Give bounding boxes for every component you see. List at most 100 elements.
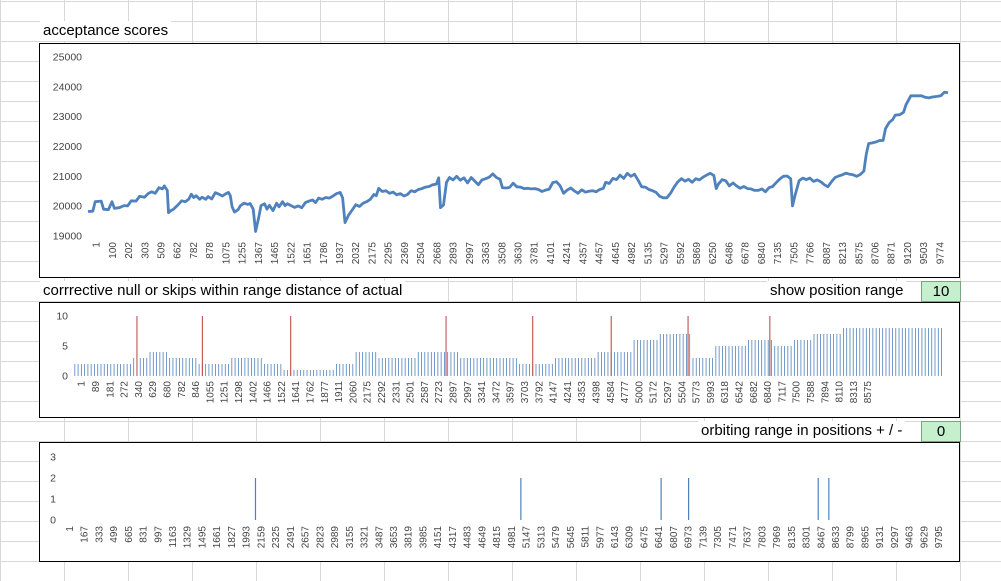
acceptance-line-chart: 19000 20000 21000 22000 23000 24000 25000 1 100 2… bbox=[53, 52, 949, 265]
x-tick-label: 8633 bbox=[831, 526, 842, 549]
x-tick-label: 5297 bbox=[660, 242, 671, 265]
x-tick-label: 8110 bbox=[835, 381, 846, 403]
acceptance-chart[interactable]: 19000 20000 21000 22000 23000 24000 25000 1 100 2… bbox=[39, 43, 960, 278]
x-tick-label: 1993 bbox=[242, 526, 253, 549]
acceptance-series-line bbox=[87, 90, 949, 233]
x-tick-label: 9774 bbox=[935, 242, 946, 265]
x-tick-label: 272 bbox=[120, 381, 131, 398]
x-tick-label: 1877 bbox=[320, 381, 331, 404]
x-tick-label: 1255 bbox=[238, 242, 249, 265]
x-tick-label: 6807 bbox=[669, 526, 680, 549]
x-tick-label: 878 bbox=[205, 242, 216, 259]
x-tick-label: 4151 bbox=[433, 526, 444, 549]
x-tick-label: 5297 bbox=[663, 381, 674, 404]
y-tick-label: 20000 bbox=[53, 201, 82, 213]
x-tick-label: 629 bbox=[148, 381, 159, 398]
x-tick-label: 8706 bbox=[870, 242, 881, 265]
x-tick-label: 8871 bbox=[887, 242, 898, 265]
x-tick-label: 9131 bbox=[875, 526, 886, 549]
x-tick-label: 7117 bbox=[777, 381, 788, 403]
x-tick-label: 4241 bbox=[562, 242, 573, 265]
x-tick-label: 1937 bbox=[335, 242, 346, 265]
x-tick-label: 782 bbox=[189, 242, 200, 259]
x-tick-label: 89 bbox=[91, 381, 102, 393]
x-tick-label: 8313 bbox=[849, 381, 860, 404]
y-tick-label: 19000 bbox=[53, 231, 82, 243]
x-tick-label: 3341 bbox=[477, 381, 488, 404]
orbiting-chart[interactable]: 0 1 2 3 1 167 333 499 665 831 997 1163 1329 1495 1661 1… bbox=[39, 442, 960, 562]
x-tick-label: 4649 bbox=[477, 526, 488, 549]
x-tick-label: 5977 bbox=[595, 526, 606, 549]
x-tick-label: 4353 bbox=[577, 381, 588, 404]
corrective-chart[interactable]: 0 5 10 1 89 181 272 340 629 680 782 846 1055 1251 1298… bbox=[39, 302, 960, 418]
x-tick-label: 7803 bbox=[757, 526, 768, 549]
x-tick-label: 4645 bbox=[611, 242, 622, 265]
x-tick-label: 7969 bbox=[772, 526, 783, 549]
x-tick-label: 7135 bbox=[773, 242, 784, 265]
x-tick-label: 6641 bbox=[654, 526, 665, 549]
x-tick-label: 3508 bbox=[497, 242, 508, 265]
x-tick-label: 8467 bbox=[816, 526, 827, 549]
x-tick-label: 3792 bbox=[534, 381, 545, 404]
x-tick-label: 5773 bbox=[692, 381, 703, 404]
x-tick-label: 4398 bbox=[591, 381, 602, 404]
x-tick-label: 782 bbox=[177, 381, 188, 398]
x-tick-label: 8799 bbox=[846, 526, 857, 549]
y-tick-label: 21000 bbox=[53, 171, 82, 183]
x-tick-label: 1465 bbox=[270, 242, 281, 265]
orbiting-range-label: orbiting range in positions + / - bbox=[698, 421, 906, 441]
x-tick-label: 2997 bbox=[465, 242, 476, 265]
x-tick-label: 8575 bbox=[854, 242, 865, 265]
x-tick-label: 3630 bbox=[514, 242, 525, 265]
orbiting-range-input[interactable]: 0 bbox=[921, 421, 961, 442]
y-tick-label: 3 bbox=[50, 452, 56, 464]
x-tick-label: 4147 bbox=[549, 381, 560, 404]
x-tick-label: 3363 bbox=[481, 242, 492, 265]
x-tick-label: 6309 bbox=[625, 526, 636, 549]
x-tick-label: 3653 bbox=[389, 526, 400, 549]
x-tick-label: 831 bbox=[139, 526, 150, 543]
x-tick-label: 2325 bbox=[271, 526, 282, 549]
corrective-title: corrrective null or skips within range d… bbox=[40, 281, 406, 301]
x-tick-label: 1075 bbox=[221, 242, 232, 265]
x-tick-label: 3781 bbox=[530, 242, 541, 265]
show-position-range-input[interactable]: 10 bbox=[921, 281, 961, 302]
x-tick-label: 1661 bbox=[212, 526, 223, 549]
x-tick-label: 2723 bbox=[434, 381, 445, 404]
x-tick-label: 1762 bbox=[305, 381, 316, 404]
x-tick-label: 7637 bbox=[743, 526, 754, 549]
x-tick-label: 1 bbox=[77, 381, 88, 387]
y-tick-label: 24000 bbox=[53, 81, 82, 93]
x-tick-label: 3703 bbox=[520, 381, 531, 404]
show-position-range-label: show position range bbox=[767, 281, 907, 301]
x-tick-label: 181 bbox=[105, 381, 116, 398]
x-tick-label: 6143 bbox=[610, 526, 621, 549]
x-tick-label: 846 bbox=[191, 381, 202, 398]
x-tick-label: 8135 bbox=[787, 526, 798, 549]
x-tick-label: 1522 bbox=[277, 381, 288, 404]
x-tick-label: 4457 bbox=[595, 242, 606, 265]
x-tick-label: 9297 bbox=[890, 526, 901, 549]
x-tick-label: 333 bbox=[94, 526, 105, 543]
x-tick-label: 4101 bbox=[546, 242, 557, 265]
corrective-bar-chart: 0 5 10 1 89 181 272 340 629 680 782 846 1055 1251 1298… bbox=[56, 311, 942, 404]
x-tick-label: 5993 bbox=[706, 381, 717, 404]
x-tick-label: 8965 bbox=[860, 526, 871, 549]
x-tick-label: 4982 bbox=[627, 242, 638, 265]
x-tick-label: 3985 bbox=[418, 526, 429, 549]
x-tick-label: 5811 bbox=[581, 526, 592, 548]
x-tick-label: 4777 bbox=[620, 381, 631, 404]
x-tick-label: 100 bbox=[108, 242, 119, 259]
x-tick-label: 340 bbox=[134, 381, 145, 398]
x-tick-label: 6475 bbox=[639, 526, 650, 549]
x-tick-label: 6682 bbox=[749, 381, 760, 404]
x-tick-label: 7894 bbox=[820, 381, 831, 404]
x-tick-label: 7139 bbox=[698, 526, 709, 549]
x-tick-label: 4483 bbox=[463, 526, 474, 549]
x-tick-label: 6486 bbox=[724, 242, 735, 265]
x-tick-label: 7500 bbox=[792, 381, 803, 404]
x-tick-label: 7471 bbox=[728, 526, 739, 549]
x-tick-label: 4584 bbox=[606, 381, 617, 404]
x-tick-label: 2587 bbox=[420, 381, 431, 404]
